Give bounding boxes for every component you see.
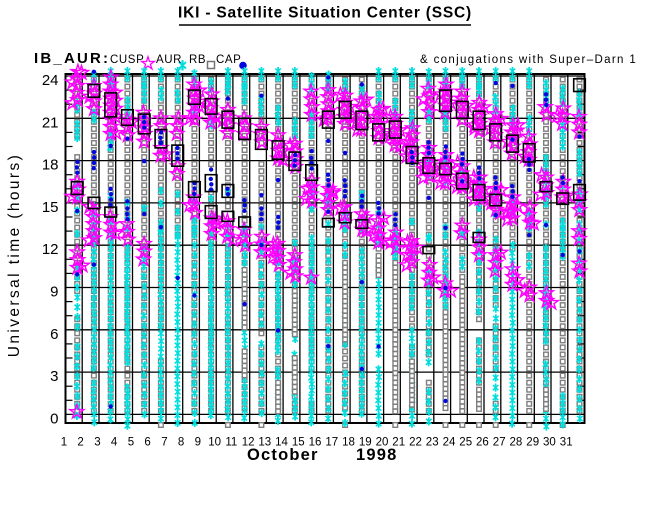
svg-text:24: 24 [443, 437, 456, 449]
svg-text:28: 28 [510, 437, 523, 449]
svg-text:29: 29 [526, 437, 539, 449]
svg-text:18: 18 [42, 157, 59, 174]
svg-text:15: 15 [292, 437, 305, 449]
svg-text:October: October [247, 446, 319, 464]
svg-text:21: 21 [42, 114, 59, 131]
svg-text:4: 4 [111, 437, 118, 449]
svg-text:3: 3 [50, 368, 58, 385]
svg-text:17: 17 [325, 437, 338, 449]
svg-text:31: 31 [560, 437, 573, 449]
svg-text:12: 12 [42, 241, 59, 258]
svg-text:21: 21 [392, 437, 405, 449]
svg-text:0: 0 [50, 410, 58, 427]
svg-text:23: 23 [426, 437, 439, 449]
svg-text:30: 30 [543, 437, 556, 449]
svg-text:26: 26 [476, 437, 489, 449]
svg-text:11: 11 [225, 437, 237, 449]
svg-text:22: 22 [409, 437, 422, 449]
svg-text:Universal time (hours): Universal time (hours) [6, 153, 23, 357]
svg-text:14: 14 [275, 437, 288, 449]
svg-text:9: 9 [50, 283, 58, 300]
svg-text:20: 20 [376, 437, 389, 449]
svg-text:8: 8 [178, 437, 184, 449]
svg-text:6: 6 [50, 326, 58, 343]
svg-text:1: 1 [61, 437, 67, 449]
svg-text:25: 25 [459, 437, 472, 449]
svg-text:12: 12 [242, 437, 255, 449]
svg-text:IKI - Satellite Situation Cent: IKI - Satellite Situation Center (SSC) [178, 5, 472, 22]
svg-text:AUR: AUR [156, 54, 182, 66]
svg-text:CAP: CAP [216, 54, 241, 66]
svg-text:16: 16 [309, 437, 322, 449]
svg-text:RB: RB [189, 54, 206, 66]
svg-text:IB_AUR:: IB_AUR: [34, 50, 110, 67]
svg-text:10: 10 [208, 437, 221, 449]
svg-text:24: 24 [42, 72, 59, 89]
svg-text:3: 3 [94, 437, 100, 449]
svg-text:6: 6 [144, 437, 150, 449]
svg-text:5: 5 [128, 437, 134, 449]
svg-text:9: 9 [195, 437, 201, 449]
svg-text:15: 15 [42, 199, 59, 216]
svg-text:& conjugations with Super–Darn: & conjugations with Super–Darn 1 [420, 54, 637, 66]
svg-text:CUSP: CUSP [110, 54, 144, 66]
svg-text:13: 13 [258, 437, 271, 449]
svg-text:1998: 1998 [356, 446, 398, 464]
svg-text:2: 2 [77, 437, 83, 449]
svg-text:18: 18 [342, 437, 355, 449]
svg-text:19: 19 [359, 437, 372, 449]
svg-text:27: 27 [493, 437, 506, 449]
svg-text:7: 7 [161, 437, 167, 449]
